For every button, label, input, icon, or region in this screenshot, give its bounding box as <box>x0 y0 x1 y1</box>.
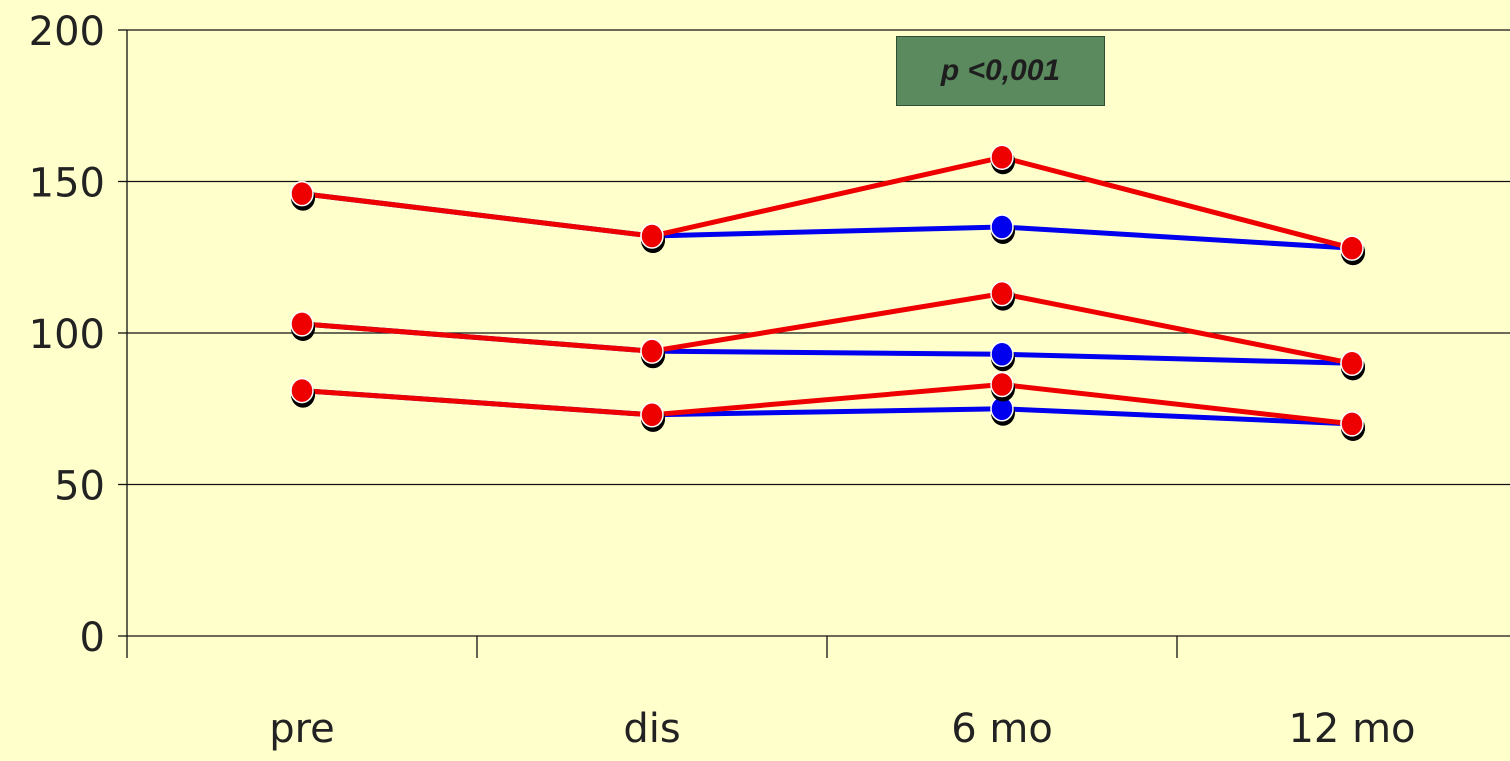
point-2-2 <box>990 341 1014 367</box>
x-tick-label-0: pre <box>269 706 335 752</box>
y-tick-label-50: 50 <box>54 464 105 510</box>
y-tick-label-100: 100 <box>29 312 105 358</box>
point-3-1 <box>640 338 664 364</box>
point-3-3 <box>1340 350 1364 377</box>
point-0-2 <box>990 214 1014 240</box>
point-3-2 <box>990 280 1014 307</box>
point-1-1 <box>640 223 664 249</box>
point-5-3 <box>1340 411 1364 437</box>
point-5-2 <box>990 371 1014 398</box>
y-tick-label-150: 150 <box>29 161 105 207</box>
series-line-0 <box>301 191 1353 251</box>
p-value-annotation: p <0,001 <box>896 36 1105 106</box>
point-1-0 <box>290 180 314 207</box>
series-line-5 <box>301 382 1353 427</box>
series-line-1 <box>301 154 1353 251</box>
point-3-0 <box>290 311 314 337</box>
series-line-3 <box>301 291 1353 366</box>
p-value-text: p <0,001 <box>940 54 1061 87</box>
point-5-1 <box>640 402 664 428</box>
y-tick-label-200: 200 <box>29 9 105 55</box>
point-1-2 <box>990 144 1014 171</box>
x-tick-label-3: 12 mo <box>1288 706 1415 752</box>
x-tick-label-1: dis <box>623 706 680 752</box>
y-tick-label-0: 0 <box>80 615 105 661</box>
x-tick-label-2: 6 mo <box>951 706 1053 752</box>
point-1-3 <box>1340 235 1364 261</box>
point-5-0 <box>290 377 314 404</box>
